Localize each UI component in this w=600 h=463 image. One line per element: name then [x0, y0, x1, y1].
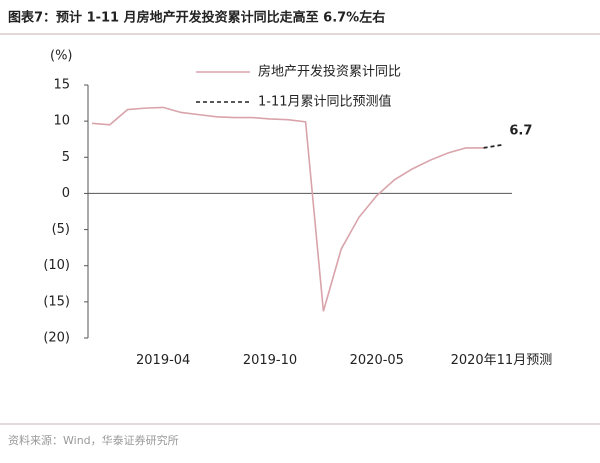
data-label: 6.7 — [509, 123, 532, 138]
y-tick-label: (20) — [43, 331, 70, 346]
x-tick-label-box: 2019-10 — [242, 353, 298, 368]
y-axis-label: (%) — [50, 49, 73, 64]
y-tick-label: 5 — [62, 150, 70, 165]
y-tick-label: 10 — [53, 114, 70, 129]
x-tick-label: 2019-10 — [242, 353, 298, 368]
x-tick-label: 2020-05 — [349, 353, 404, 368]
chart-title: 图表7：预计 1-11 月房地产开发投资累计同比走高至 6.7%左右 — [8, 10, 385, 26]
x-tick-label: 2019-04 — [136, 353, 191, 368]
x-tick-label-box: 2020年11月预测 — [450, 353, 553, 368]
x-tick-label-box: 2019-04 — [136, 353, 191, 368]
y-tick-label: 0 — [62, 186, 70, 201]
series-line — [483, 144, 502, 149]
x-tick-label: 2020年11月预测 — [450, 353, 553, 368]
y-tick-label: (5) — [52, 222, 70, 237]
y-tick-label: (15) — [43, 294, 70, 309]
x-tick-label-box: 2020-05 — [349, 353, 404, 368]
y-tick-label: (10) — [43, 258, 70, 273]
y-tick-label: 15 — [53, 78, 70, 93]
legend-label: 1-11月累计同比预测值 — [258, 94, 392, 110]
legend-label: 房地产开发投资累计同比 — [258, 64, 401, 80]
series-line — [91, 106, 484, 312]
source-note: 资料来源：Wind，华泰证券研究所 — [8, 433, 179, 447]
